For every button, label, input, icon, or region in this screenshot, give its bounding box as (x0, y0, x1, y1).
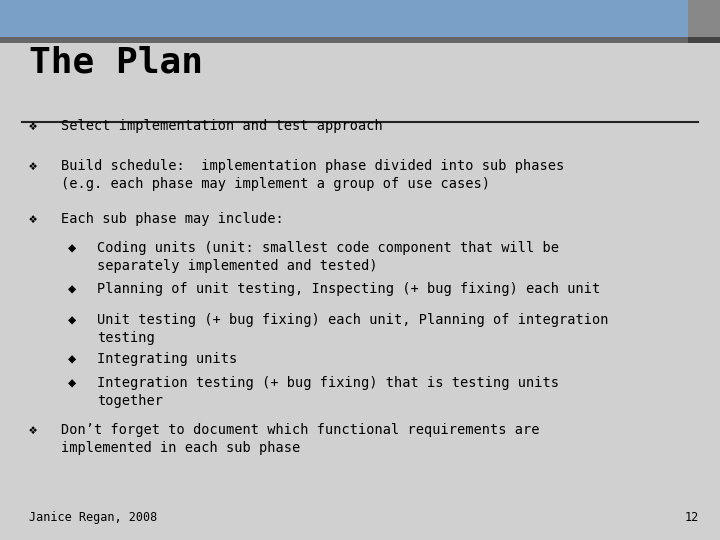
Text: ❖: ❖ (29, 159, 37, 173)
Text: ❖: ❖ (29, 119, 37, 133)
Text: Select implementation and test approach: Select implementation and test approach (61, 119, 383, 133)
Text: Build schedule:  implementation phase divided into sub phases
(e.g. each phase m: Build schedule: implementation phase div… (61, 159, 564, 191)
Bar (0, 37, 688, 43)
Text: Unit testing (+ bug fixing) each unit, Planning of integration
testing: Unit testing (+ bug fixing) each unit, P… (97, 313, 608, 345)
Text: Each sub phase may include:: Each sub phase may include: (61, 212, 284, 226)
Bar (688, 0, 720, 37)
Text: Coding units (unit: smallest code component that will be
separately implemented : Coding units (unit: smallest code compon… (97, 241, 559, 273)
Text: ❖: ❖ (29, 212, 37, 226)
Text: ◆: ◆ (68, 282, 76, 296)
Text: Planning of unit testing, Inspecting (+ bug fixing) each unit: Planning of unit testing, Inspecting (+ … (97, 282, 600, 296)
Text: ◆: ◆ (68, 376, 76, 390)
Text: ◆: ◆ (68, 352, 76, 366)
Text: Integrating units: Integrating units (97, 352, 238, 366)
Text: ◆: ◆ (68, 313, 76, 327)
Bar (688, 37, 720, 43)
Text: The Plan: The Plan (29, 46, 203, 80)
Text: Integration testing (+ bug fixing) that is testing units
together: Integration testing (+ bug fixing) that … (97, 376, 559, 408)
Text: Don’t forget to document which functional requirements are
implemented in each s: Don’t forget to document which functiona… (61, 423, 540, 455)
Bar (0, 0, 688, 37)
Text: ❖: ❖ (29, 423, 37, 437)
Text: 12: 12 (684, 511, 698, 524)
Text: Janice Regan, 2008: Janice Regan, 2008 (29, 511, 157, 524)
Text: ◆: ◆ (68, 241, 76, 255)
